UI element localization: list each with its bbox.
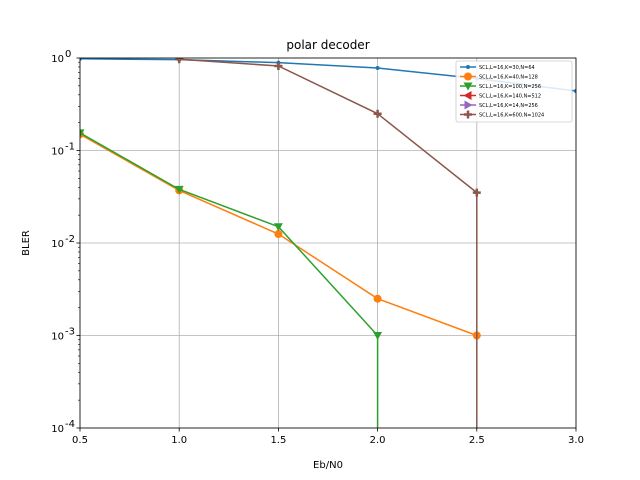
data-point (463, 82, 473, 91)
legend-entry: SCL,L=16,K=30,N=64 (479, 65, 535, 71)
y-tick-exponent: 0 (65, 49, 71, 60)
x-tick-label: 1.0 (171, 435, 187, 446)
data-point (273, 223, 283, 232)
data-point (464, 110, 472, 119)
data-point (274, 61, 283, 70)
y-axis-label: BLER (21, 230, 32, 256)
y-tick-exponent: -4 (65, 419, 75, 430)
data-point (464, 100, 473, 110)
data-point (375, 65, 380, 70)
y-tick-label: 10 (51, 424, 64, 435)
legend-entry: SCL,L=16,K=140,N=512 (479, 94, 541, 100)
legend-box (455, 60, 573, 123)
data-point (174, 185, 184, 194)
y-tick-label: 10 (51, 332, 64, 343)
x-axis-label: Eb/N0 (313, 460, 343, 471)
x-tick-label: 2.0 (370, 435, 386, 446)
data-point (80, 58, 82, 61)
y-tick-exponent: -3 (65, 327, 75, 338)
y-tick-label: 10 (51, 147, 64, 158)
data-point (464, 72, 472, 81)
data-point (80, 129, 85, 138)
x-tick-label: 0.5 (72, 435, 88, 446)
data-point (472, 188, 481, 197)
data-point (373, 109, 382, 118)
x-tick-label: 2.5 (469, 435, 485, 446)
data-point (463, 91, 472, 100)
x-tick-label: 1.5 (270, 435, 286, 446)
legend-entry: SCL,L=16,K=600,N=1024 (479, 113, 544, 119)
y-tick-exponent: -2 (65, 234, 75, 245)
legend: SCL,L=16,K=30,N=64 SCL,L=16,K=40,N=128 SCL… (455, 60, 573, 123)
y-tick-exponent: -1 (65, 142, 75, 153)
data-point (466, 65, 470, 69)
data-point (373, 332, 383, 340)
y-tick-label: 10 (51, 54, 64, 65)
data-point (274, 230, 283, 239)
chart-title: polar decoder (286, 38, 369, 52)
legend-entry: SCL,L=16,K=40,N=128 (479, 75, 538, 81)
data-point (373, 294, 382, 303)
data-point (175, 58, 184, 64)
legend-entry: SCL,L=16,K=14,N=256 (479, 103, 538, 109)
data-point (574, 88, 576, 93)
y-tick-label: 10 (51, 239, 64, 250)
x-tick-label: 3.0 (568, 435, 584, 446)
legend-entry: SCL,L=16,K=100,N=256 (479, 84, 541, 90)
